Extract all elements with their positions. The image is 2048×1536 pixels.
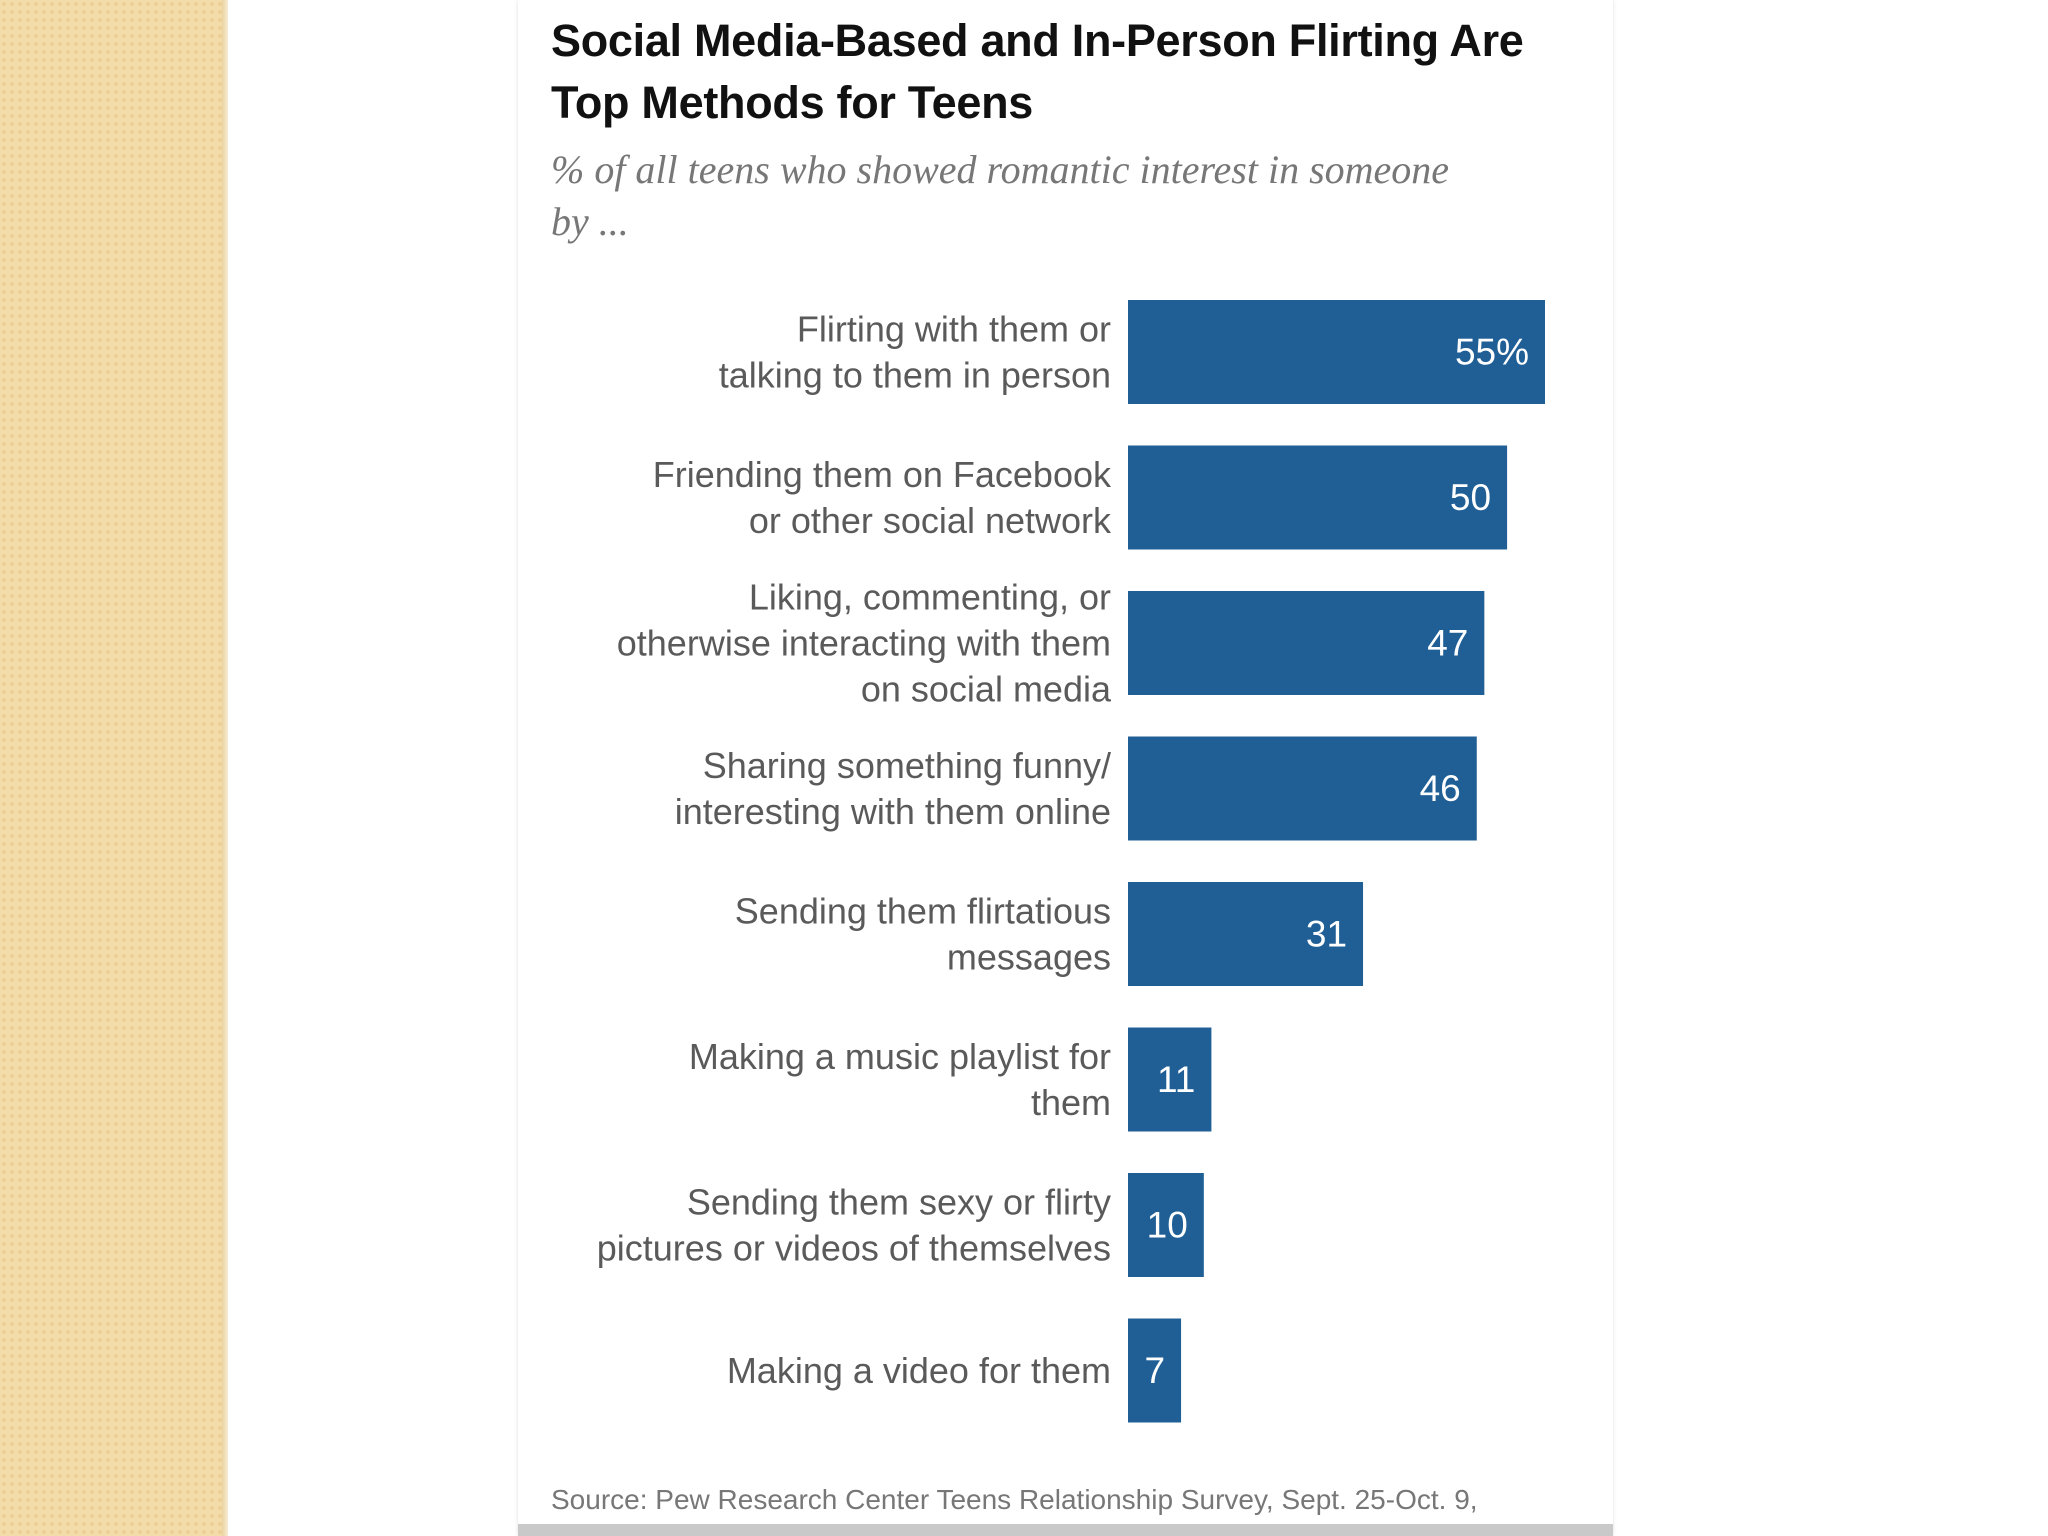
- chart-title: Social Media-Based and In-Person Flirtin…: [551, 15, 1524, 128]
- category-label-5: Making a music playlist for them: [689, 1036, 1111, 1123]
- category-label-4-line-0: Sending them flirtatious: [735, 891, 1111, 932]
- bottom-strip: [518, 1524, 1613, 1536]
- category-label-5-line-1: them: [1031, 1082, 1111, 1123]
- bar-2: [1128, 591, 1485, 695]
- category-label-7-line-0: Making a video for them: [727, 1350, 1111, 1391]
- source-note: Source: Pew Research Center Teens Relati…: [551, 1484, 1478, 1515]
- category-label-2-line-2: on social media: [861, 669, 1112, 710]
- category-label-2-line-0: Liking, commenting, or: [749, 577, 1111, 618]
- value-label-3: 46: [1420, 768, 1461, 809]
- bar-6: [1128, 1173, 1204, 1277]
- category-label-2: Liking, commenting, or otherwise interact…: [617, 577, 1112, 710]
- category-label-4-line-1: messages: [947, 937, 1111, 978]
- bar-0: [1128, 300, 1545, 404]
- category-label-3-line-1: interesting with them online: [675, 791, 1111, 832]
- value-label-4: 31: [1306, 914, 1347, 955]
- category-label-3-line-0: Sharing something funny/: [703, 745, 1111, 786]
- bar-chart: 55% Flirting with them or talking to them …: [597, 300, 1545, 1423]
- bar-1: [1128, 445, 1508, 550]
- category-label-1-line-1: or other social network: [749, 500, 1112, 541]
- chart-card: Social Media-Based and In-Person Flirtin…: [518, 0, 1613, 1536]
- category-label-5-line-0: Making a music playlist for: [689, 1036, 1111, 1077]
- category-label-0: Flirting with them or talking to them in …: [719, 309, 1111, 396]
- value-label-1: 50: [1450, 477, 1491, 518]
- category-label-1-line-0: Friending them on Facebook: [653, 454, 1112, 495]
- chart-subtitle: % of all teens who showed romantic inter…: [551, 147, 1450, 244]
- value-label-5: 11: [1157, 1059, 1195, 1100]
- category-label-6-line-1: pictures or videos of themselves: [597, 1228, 1111, 1269]
- category-label-6-line-0: Sending them sexy or flirty: [687, 1182, 1111, 1223]
- category-label-7: Making a video for them: [727, 1350, 1111, 1391]
- category-label-0-line-0: Flirting with them or: [797, 309, 1111, 350]
- bar-7: [1128, 1318, 1182, 1423]
- value-label-0: 55%: [1455, 332, 1529, 373]
- bar-4: [1128, 882, 1364, 986]
- category-label-0-line-1: talking to them in person: [719, 355, 1111, 396]
- category-label-2-line-1: otherwise interacting with them: [617, 623, 1111, 664]
- bar-5: [1128, 1027, 1212, 1132]
- value-label-7: 7: [1144, 1350, 1165, 1391]
- sidebar-edge: [222, 0, 228, 1536]
- category-label-1: Friending them on Facebook or other socia…: [653, 454, 1112, 541]
- decorative-sidebar: [0, 0, 228, 1536]
- bar-3: [1128, 736, 1477, 841]
- category-label-6: Sending them sexy or flirty pictures or v…: [597, 1182, 1111, 1269]
- value-label-2: 47: [1427, 623, 1468, 664]
- category-label-3: Sharing something funny/interesting with…: [675, 745, 1111, 832]
- category-label-4: Sending them flirtatious messages: [735, 891, 1111, 978]
- value-label-6: 10: [1147, 1205, 1188, 1246]
